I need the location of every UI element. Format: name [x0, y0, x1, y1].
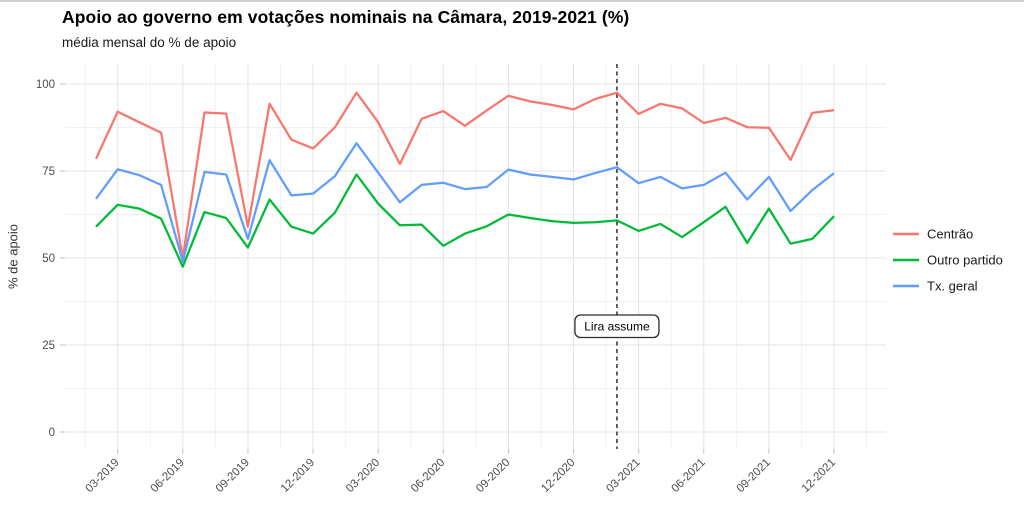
- legend-label-outro-partido: Outro partido: [927, 253, 1003, 268]
- series-line-tx-geral: [95, 142, 835, 263]
- x-tick-label: 06-2021: [670, 457, 708, 495]
- legend: Centrão Outro partido Tx. geral: [893, 227, 1003, 294]
- legend-label-centr-o: Centrão: [927, 227, 973, 242]
- y-tick-label: 25: [42, 340, 55, 352]
- series-line-centr-o: [94, 91, 835, 260]
- annotation: Lira assume: [574, 314, 660, 339]
- chart-subtitle: média mensal do % de apoio: [62, 35, 237, 50]
- x-tick-label: 09-2019: [214, 457, 252, 495]
- grid-minor: [65, 64, 886, 449]
- series-lines: [94, 91, 835, 268]
- x-tick-label: 03-2019: [83, 457, 121, 495]
- x-tick-label: 06-2019: [149, 457, 187, 495]
- x-tick-label: 12-2020: [539, 457, 577, 495]
- chart-title: Apoio ao governo em votações nominais na…: [62, 7, 630, 27]
- x-tick-label: 06-2020: [409, 457, 447, 495]
- y-tick-label: 100: [36, 79, 55, 91]
- axis-tick-marks: [60, 83, 835, 454]
- x-tick-label: 03-2021: [604, 457, 642, 495]
- y-tick-label: 75: [42, 166, 55, 178]
- annotation-label: Lira assume: [584, 320, 650, 334]
- x-axis-labels: 03-2019 06-2019 09-2019 12-2019 03-2020 06-20…: [83, 457, 838, 495]
- annotation-box: [574, 314, 660, 339]
- x-tick-label: 12-2021: [800, 457, 838, 495]
- x-tick-label: 12-2019: [279, 457, 317, 495]
- x-tick-label: 09-2020: [474, 457, 512, 495]
- y-axis-labels: 0 25 50 75 100: [36, 79, 55, 439]
- series-line-outro-partido: [95, 173, 835, 268]
- y-tick-label: 0: [49, 427, 55, 439]
- x-tick-label: 09-2021: [735, 457, 773, 495]
- y-tick-label: 50: [42, 253, 55, 265]
- legend-label-tx-geral: Tx. geral: [927, 279, 978, 294]
- x-tick-label: 03-2020: [344, 457, 382, 495]
